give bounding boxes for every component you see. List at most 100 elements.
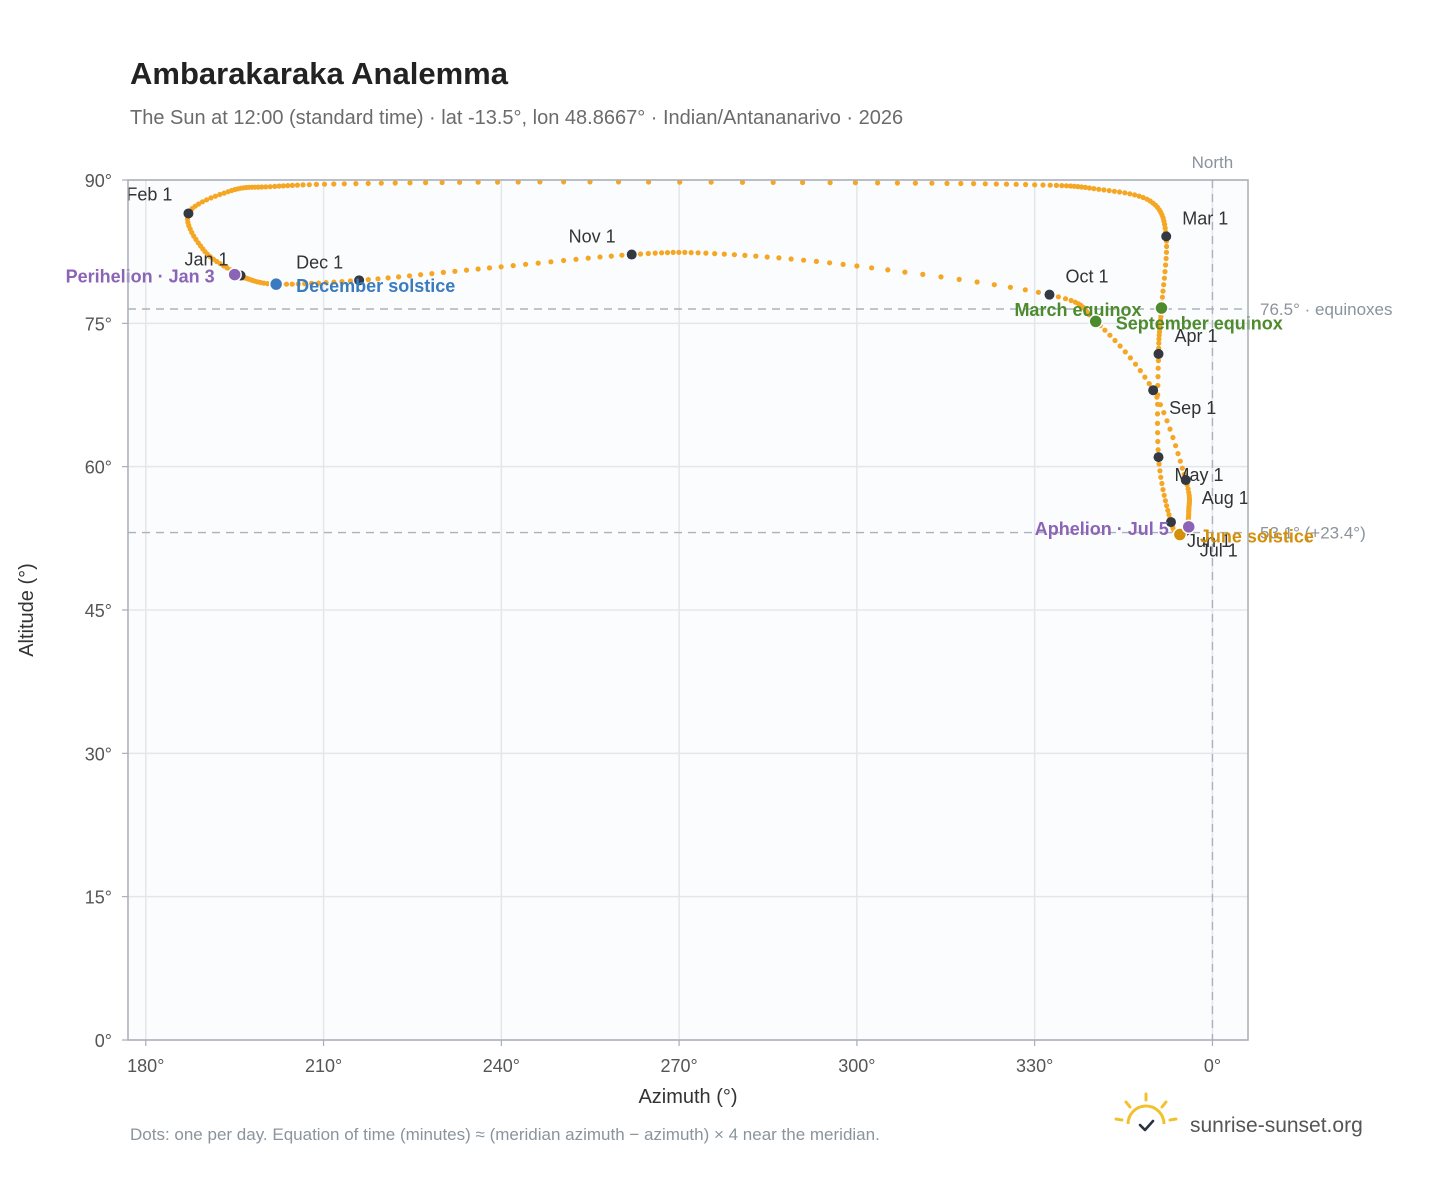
- daily-sun-dot: [894, 180, 901, 186]
- daily-sun-dot: [321, 181, 328, 187]
- daily-sun-dot: [221, 190, 227, 196]
- daily-sun-dot: [331, 279, 337, 285]
- daily-sun-dot: [452, 268, 458, 274]
- month-marker-label: Dec 1: [296, 252, 343, 272]
- daily-sun-dot: [375, 276, 381, 282]
- daily-sun-dot: [407, 180, 413, 186]
- event-label: September equinox: [1116, 313, 1283, 333]
- daily-sun-dot: [1032, 182, 1038, 188]
- daily-sun-dot: [1122, 349, 1128, 355]
- daily-sun-dot: [495, 179, 501, 185]
- daily-sun-dot: [827, 260, 833, 266]
- daily-sun-dot: [385, 275, 391, 281]
- x-tick-label: 300°: [838, 1056, 875, 1076]
- daily-sun-dot: [199, 199, 206, 205]
- daily-sun-dot: [285, 183, 291, 189]
- daily-sun-dot: [196, 201, 202, 207]
- daily-sun-dot: [637, 251, 644, 257]
- daily-sun-dot: [682, 249, 688, 255]
- reference-line-label: 76.5° · equinoxes: [1260, 300, 1393, 319]
- daily-sun-dot: [300, 182, 306, 188]
- daily-sun-dot: [801, 257, 807, 263]
- month-marker-label: Jun 1: [1187, 531, 1231, 551]
- daily-sun-dot: [1127, 355, 1133, 361]
- daily-sun-dot: [1163, 255, 1169, 262]
- daily-sun-dot: [938, 274, 944, 280]
- daily-sun-dot: [608, 253, 614, 259]
- daily-sun-dot: [440, 269, 446, 275]
- daily-sun-dot: [1155, 438, 1161, 445]
- month-marker-label: Nov 1: [569, 227, 616, 247]
- daily-sun-dot: [1136, 193, 1142, 199]
- x-tick-label: 330°: [1016, 1056, 1053, 1076]
- daily-sun-dot: [739, 179, 746, 185]
- daily-sun-dot: [703, 250, 709, 256]
- month-marker: [1153, 452, 1164, 463]
- daily-sun-dot: [1166, 512, 1172, 518]
- daily-sun-dot: [920, 271, 926, 277]
- daily-sun-dot: [1003, 181, 1010, 187]
- daily-sun-dot: [294, 182, 300, 188]
- daily-sun-dot: [800, 179, 806, 186]
- daily-sun-dot: [1155, 358, 1161, 364]
- daily-sun-dot: [1162, 498, 1168, 504]
- daily-sun-dot: [1179, 465, 1185, 471]
- event-label: March equinox: [1014, 300, 1141, 320]
- daily-sun-dot: [854, 263, 860, 269]
- daily-sun-dot: [1107, 332, 1113, 338]
- daily-sun-dot: [289, 281, 295, 287]
- daily-sun-dot: [1007, 284, 1014, 290]
- daily-sun-dot: [840, 261, 846, 267]
- daily-sun-dot: [659, 250, 665, 256]
- daily-sun-dot: [406, 273, 413, 279]
- daily-sun-dot: [1161, 275, 1167, 281]
- daily-sun-dot: [1059, 183, 1065, 189]
- chart-subtitle: The Sun at 12:00 (standard time) · lat -…: [130, 107, 903, 129]
- daily-sun-dot: [1157, 402, 1163, 408]
- daily-sun-dot: [695, 250, 701, 256]
- x-tick-label: 210°: [305, 1056, 342, 1076]
- y-tick-label: 60°: [85, 458, 112, 478]
- daily-sun-dot: [439, 179, 445, 186]
- daily-sun-dot: [1162, 269, 1168, 275]
- daily-sun-dot: [523, 261, 529, 267]
- daily-sun-dot: [991, 282, 997, 288]
- daily-sun-dot: [1023, 181, 1029, 188]
- daily-sun-dot: [1156, 461, 1162, 467]
- month-marker: [1153, 348, 1164, 359]
- daily-sun-dot: [1091, 186, 1097, 192]
- daily-sun-dot: [1035, 289, 1041, 295]
- daily-sun-dot: [770, 179, 776, 185]
- daily-sun-dot: [852, 180, 859, 186]
- daily-sun-dot: [347, 278, 353, 284]
- daily-sun-dot: [396, 274, 402, 280]
- daily-sun-dot: [652, 250, 658, 256]
- brand-name: sunrise-sunset.org: [1190, 1114, 1363, 1137]
- daily-sun-dot: [902, 269, 908, 275]
- month-marker: [626, 249, 637, 260]
- daily-sun-dot: [341, 181, 347, 187]
- daily-sun-dot: [1053, 182, 1059, 188]
- event-label: Aphelion · Jul 5: [1035, 519, 1169, 539]
- daily-sun-dot: [956, 276, 962, 282]
- month-marker-label: Apr 1: [1175, 326, 1218, 346]
- daily-sun-dot: [573, 256, 579, 262]
- daily-sun-dot: [742, 252, 748, 258]
- daily-sun-dot: [423, 180, 429, 186]
- daily-sun-dot: [365, 277, 371, 283]
- daily-sun-dot: [885, 267, 891, 273]
- daily-sun-dot: [302, 281, 308, 287]
- event-marker: [268, 276, 284, 292]
- month-marker: [1044, 289, 1055, 300]
- x-tick-label: 0°: [1204, 1056, 1221, 1076]
- daily-sun-dot: [1132, 192, 1138, 198]
- daily-sun-dot: [283, 281, 290, 287]
- daily-sun-dot: [1154, 411, 1161, 417]
- daily-sun-dot: [585, 255, 591, 261]
- month-marker: [1180, 475, 1191, 486]
- daily-sun-dot: [1055, 294, 1061, 300]
- daily-sun-dot: [1013, 181, 1019, 187]
- daily-sun-dot: [1082, 184, 1088, 190]
- daily-sun-dot: [677, 179, 683, 185]
- month-marker-label: Oct 1: [1065, 267, 1108, 287]
